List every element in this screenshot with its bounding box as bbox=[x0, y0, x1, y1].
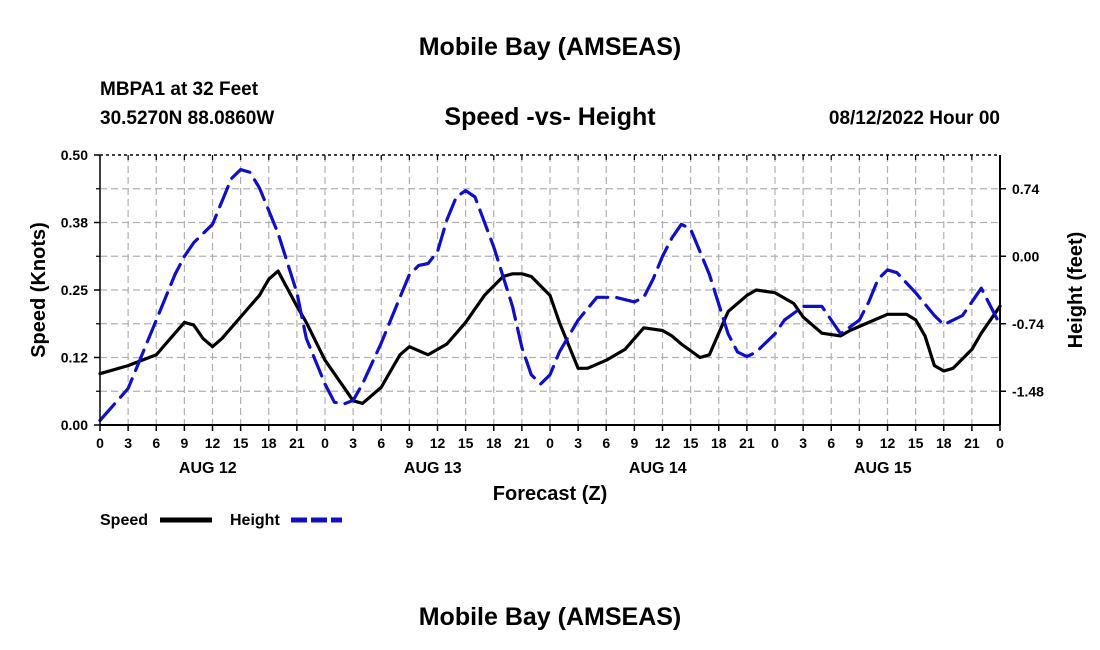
y-left-tick-label: 0.00 bbox=[61, 417, 88, 433]
y-right-tick-label: 0.74 bbox=[1012, 181, 1039, 197]
x-tick-label: 12 bbox=[430, 435, 446, 451]
y-right-tick-label: -1.48 bbox=[1012, 383, 1044, 399]
station-label: MBPA1 at 32 Feet bbox=[100, 79, 259, 100]
x-tick-label: 0 bbox=[771, 435, 779, 451]
day-label: AUG 15 bbox=[854, 460, 912, 477]
plot-frame bbox=[94, 154, 1006, 431]
x-tick-label: 15 bbox=[683, 435, 699, 451]
x-tick-label: 18 bbox=[936, 435, 952, 451]
y-axis-label-right: Height (feet) bbox=[1065, 232, 1087, 349]
x-tick-label: 0 bbox=[546, 435, 554, 451]
x-tick-label: 3 bbox=[799, 435, 807, 451]
x-axis-label: Forecast (Z) bbox=[493, 483, 607, 505]
grid bbox=[100, 155, 1000, 425]
x-tick-label: 21 bbox=[514, 435, 530, 451]
x-tick-label: 12 bbox=[655, 435, 671, 451]
x-tick-label: 6 bbox=[152, 435, 160, 451]
legend-height-label: Height bbox=[230, 512, 280, 529]
x-tick-label: 6 bbox=[377, 435, 385, 451]
x-tick-label: 3 bbox=[124, 435, 132, 451]
day-label: AUG 12 bbox=[179, 460, 237, 477]
x-tick-label: 9 bbox=[630, 435, 638, 451]
x-tick-label: 18 bbox=[261, 435, 277, 451]
footer-title: Mobile Bay (AMSEAS) bbox=[419, 603, 682, 631]
x-tick-label: 18 bbox=[711, 435, 727, 451]
x-tick-label: 6 bbox=[827, 435, 835, 451]
tick-labels: 0 3 6 9 12 15 18 21 0 3 6 9 12 15 18 21 0 3 6 9 12 15 18 21 0 3 6 9… bbox=[61, 147, 1044, 477]
x-tick-label: 21 bbox=[289, 435, 305, 451]
x-tick-label: 9 bbox=[180, 435, 188, 451]
day-label: AUG 13 bbox=[404, 460, 462, 477]
y-left-tick-label: 0.12 bbox=[61, 350, 88, 366]
x-tick-label: 15 bbox=[458, 435, 474, 451]
x-tick-label: 9 bbox=[405, 435, 413, 451]
x-tick-label: 18 bbox=[486, 435, 502, 451]
x-tick-label: 21 bbox=[964, 435, 980, 451]
y-right-tick-label: 0.00 bbox=[1012, 248, 1039, 264]
x-tick-label: 3 bbox=[574, 435, 582, 451]
datetime-label: 08/12/2022 Hour 00 bbox=[829, 108, 1000, 129]
x-tick-label: 0 bbox=[996, 435, 1004, 451]
chart-title: Mobile Bay (AMSEAS) bbox=[419, 33, 682, 61]
x-tick-label: 15 bbox=[908, 435, 924, 451]
x-tick-label: 0 bbox=[321, 435, 329, 451]
y-left-tick-label: 0.25 bbox=[61, 282, 88, 298]
legend: Speed Height bbox=[100, 512, 342, 529]
x-tick-label: 6 bbox=[602, 435, 610, 451]
x-tick-label: 21 bbox=[739, 435, 755, 451]
y-axis-label-left: Speed (Knots) bbox=[28, 222, 50, 358]
x-tick-label: 9 bbox=[855, 435, 863, 451]
x-tick-label: 12 bbox=[205, 435, 221, 451]
chart-subtitle: Speed -vs- Height bbox=[444, 103, 656, 131]
x-tick-label: 15 bbox=[233, 435, 249, 451]
x-tick-label: 0 bbox=[96, 435, 104, 451]
legend-speed-label: Speed bbox=[100, 512, 148, 529]
day-label: AUG 14 bbox=[629, 460, 687, 477]
series-layer bbox=[98, 168, 1002, 422]
y-left-tick-label: 0.38 bbox=[61, 215, 88, 231]
y-left-tick-label: 0.50 bbox=[61, 147, 88, 163]
y-right-tick-label: -0.74 bbox=[1012, 316, 1044, 332]
location-label: 30.5270N 88.0860W bbox=[100, 108, 274, 129]
series-height-line bbox=[98, 168, 1002, 422]
series-speed-line bbox=[98, 269, 1002, 405]
x-tick-label: 12 bbox=[880, 435, 896, 451]
x-tick-label: 3 bbox=[349, 435, 357, 451]
